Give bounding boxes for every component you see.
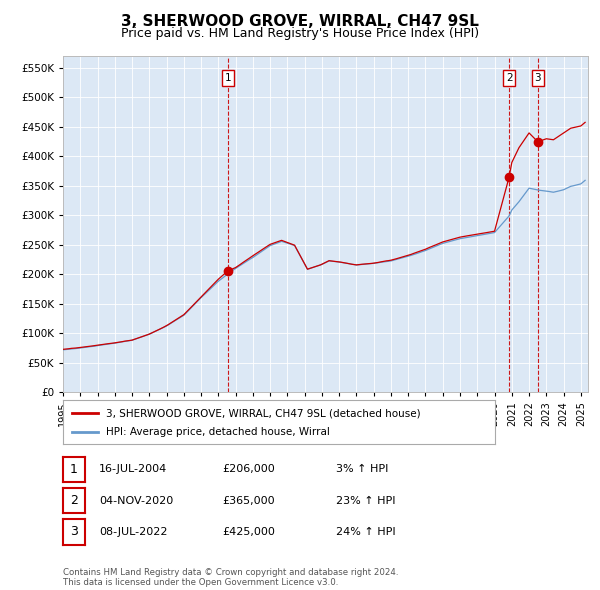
Text: Price paid vs. HM Land Registry's House Price Index (HPI): Price paid vs. HM Land Registry's House … [121, 27, 479, 40]
Text: 2: 2 [506, 73, 512, 83]
Text: 04-NOV-2020: 04-NOV-2020 [99, 496, 173, 506]
Text: 24% ↑ HPI: 24% ↑ HPI [336, 527, 395, 537]
Text: 3% ↑ HPI: 3% ↑ HPI [336, 464, 388, 474]
Text: 3: 3 [70, 525, 78, 539]
Text: HPI: Average price, detached house, Wirral: HPI: Average price, detached house, Wirr… [106, 427, 330, 437]
Text: 3: 3 [535, 73, 541, 83]
Text: 08-JUL-2022: 08-JUL-2022 [99, 527, 167, 537]
Text: £206,000: £206,000 [222, 464, 275, 474]
Text: 23% ↑ HPI: 23% ↑ HPI [336, 496, 395, 506]
Text: 3, SHERWOOD GROVE, WIRRAL, CH47 9SL (detached house): 3, SHERWOOD GROVE, WIRRAL, CH47 9SL (det… [106, 408, 421, 418]
Text: 1: 1 [224, 73, 231, 83]
Text: 16-JUL-2004: 16-JUL-2004 [99, 464, 167, 474]
Text: 3, SHERWOOD GROVE, WIRRAL, CH47 9SL: 3, SHERWOOD GROVE, WIRRAL, CH47 9SL [121, 14, 479, 29]
Text: 1: 1 [70, 463, 78, 476]
Text: £425,000: £425,000 [222, 527, 275, 537]
Text: £365,000: £365,000 [222, 496, 275, 506]
Text: Contains HM Land Registry data © Crown copyright and database right 2024.
This d: Contains HM Land Registry data © Crown c… [63, 568, 398, 587]
Text: 2: 2 [70, 494, 78, 507]
